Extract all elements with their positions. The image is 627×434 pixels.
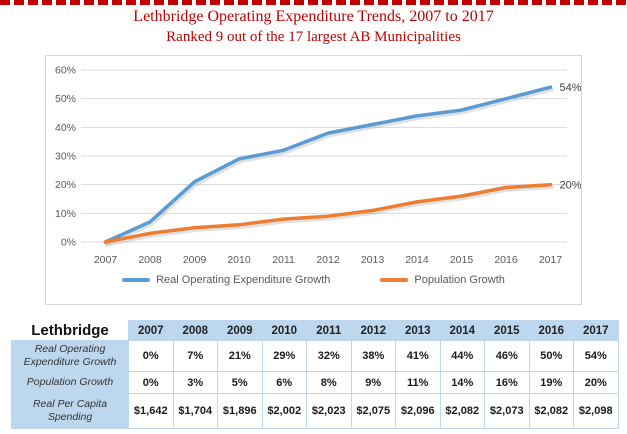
- year-header-cell: 2015: [484, 320, 530, 341]
- value-cell: 5%: [217, 371, 263, 394]
- value-cell: $2,023: [306, 393, 352, 429]
- value-cell: $1,704: [172, 393, 218, 429]
- real-operating-expenditure-growth-shadow: [105, 87, 554, 247]
- x-axis-tick-label: 2008: [138, 254, 162, 266]
- x-axis-tick-label: 2016: [494, 254, 518, 266]
- value-cell: 19%: [528, 371, 574, 394]
- x-axis-tick-label: 2012: [316, 254, 340, 266]
- y-axis-tick-label: 50%: [55, 93, 76, 105]
- y-axis-tick-label: 0%: [61, 237, 76, 249]
- x-axis-tick-label: 2015: [450, 254, 474, 266]
- value-cell: 41%: [395, 340, 441, 372]
- value-cell: $1,642: [128, 393, 174, 429]
- year-header-cell: 2007: [128, 320, 174, 341]
- value-cell: 46%: [484, 340, 530, 372]
- year-header-cell: 2016: [528, 320, 574, 341]
- chart-legend: Real Operating Expenditure Growth Populat…: [46, 274, 581, 286]
- x-axis-tick-label: 2007: [94, 254, 118, 266]
- year-header-cell: 2010: [261, 320, 307, 341]
- value-cell: 29%: [261, 340, 307, 372]
- y-axis-tick-label: 10%: [55, 208, 76, 220]
- value-cell: 9%: [350, 371, 396, 394]
- x-axis-tick-label: 2013: [361, 254, 385, 266]
- value-cell: 8%: [306, 371, 352, 394]
- table-corner-label: Lethbridge: [11, 320, 129, 341]
- value-cell: $2,073: [484, 393, 530, 429]
- value-cell: 7%: [172, 340, 218, 372]
- dashed-top-border: [0, 0, 627, 5]
- y-axis-tick-label: 40%: [55, 122, 76, 134]
- population-growth-shadow: [105, 185, 554, 247]
- y-axis-tick-label: 30%: [55, 151, 76, 163]
- legend-label: Real Operating Expenditure Growth: [156, 274, 331, 286]
- value-cell: $2,002: [261, 393, 307, 429]
- table-row: Population Growth 0% 3% 5% 6% 8% 9% 11% 14% 16% 19…: [11, 371, 619, 394]
- table-row: Real Per Capita Spending $1,642 $1,704 $1,8…: [11, 393, 619, 429]
- year-header-cell: 2017: [573, 320, 619, 341]
- x-axis-tick-label: 2011: [272, 254, 295, 266]
- line-chart-frame: 0% 10% 20% 30% 40% 50% 60% 2007 2008 2009 2010 2011…: [45, 55, 582, 305]
- value-cell: 21%: [217, 340, 263, 372]
- value-cell: 16%: [484, 371, 530, 394]
- page-title: Lethbridge Operating Expenditure Trends,…: [133, 8, 494, 25]
- value-cell: 0%: [128, 371, 174, 394]
- value-cell: 20%: [573, 371, 619, 394]
- year-header-cell: 2011: [306, 320, 352, 341]
- value-cell: 11%: [395, 371, 441, 394]
- value-cell: 6%: [261, 371, 307, 394]
- y-axis-tick-label: 20%: [55, 179, 76, 191]
- value-cell: $2,082: [439, 393, 485, 429]
- x-axis-tick-label: 2014: [405, 254, 429, 266]
- year-header-cell: 2013: [395, 320, 441, 341]
- year-header-cell: 2009: [217, 320, 263, 341]
- data-table: Lethbridge 2007 2008 2009 2010 2011 2012 2013 20…: [11, 320, 619, 429]
- value-cell: 38%: [350, 340, 396, 372]
- value-cell: 44%: [439, 340, 485, 372]
- value-cell: 50%: [528, 340, 574, 372]
- value-cell: 3%: [172, 371, 218, 394]
- value-cell: $2,096: [395, 393, 441, 429]
- row-label-cell: Real Per Capita Spending: [11, 393, 129, 429]
- year-header-cell: 2008: [172, 320, 218, 341]
- year-header-cell: 2014: [439, 320, 485, 341]
- x-axis-tick-label: 2010: [227, 254, 251, 266]
- real-operating-expenditure-growth-end-label: 54%: [560, 82, 582, 94]
- value-cell: 0%: [128, 340, 174, 372]
- real-operating-expenditure-growth-line: [103, 85, 553, 244]
- value-cell: $2,082: [528, 393, 574, 429]
- row-label-cell: Population Growth: [11, 371, 129, 394]
- value-cell: $1,896: [217, 393, 263, 429]
- value-cell: 54%: [573, 340, 619, 372]
- table-row: Real Operating Expenditure Growth 0% 7% 21%…: [11, 340, 619, 372]
- page-subtitle: Ranked 9 out of the 17 largest AB Munici…: [166, 29, 461, 45]
- legend-line-swatch: [122, 278, 151, 282]
- population-growth-end-label: 20%: [560, 180, 582, 192]
- row-label-cell: Real Operating Expenditure Growth: [11, 340, 129, 372]
- legend-item: Population Growth: [380, 274, 505, 286]
- year-header-cell: 2012: [350, 320, 396, 341]
- x-axis-tick-label: 2009: [183, 254, 207, 266]
- legend-item: Real Operating Expenditure Growth: [122, 274, 330, 286]
- legend-label: Population Growth: [414, 274, 505, 286]
- line-chart: 0% 10% 20% 30% 40% 50% 60% 2007 2008 2009 2010 2011…: [55, 65, 582, 267]
- value-cell: $2,098: [573, 393, 619, 429]
- x-axis-tick-label: 2017: [539, 254, 563, 266]
- value-cell: $2,075: [350, 393, 396, 429]
- value-cell: 32%: [306, 340, 352, 372]
- y-axis-tick-label: 60%: [55, 65, 76, 77]
- legend-line-swatch: [380, 278, 409, 282]
- value-cell: 14%: [439, 371, 485, 394]
- population-growth-line: [103, 182, 553, 244]
